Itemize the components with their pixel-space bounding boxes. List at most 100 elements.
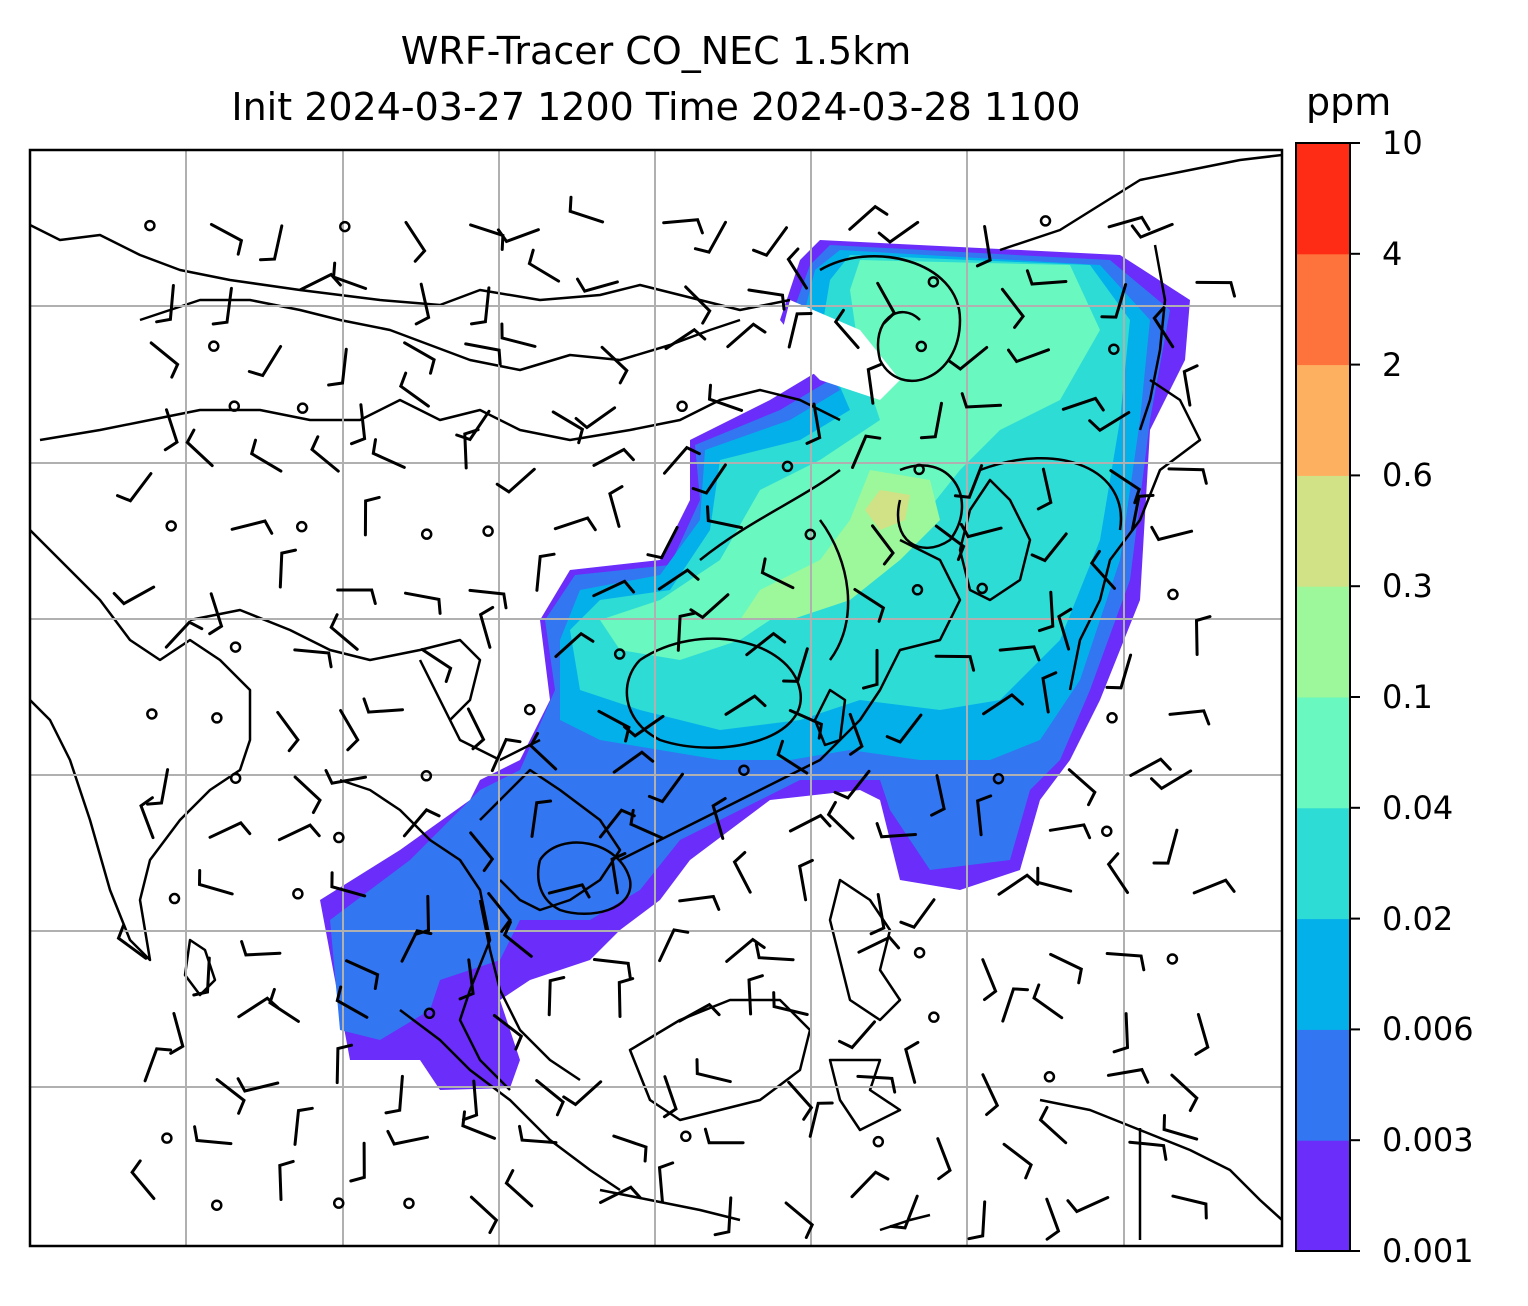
wind-barb (997, 873, 1040, 896)
wind-barb (1061, 396, 1105, 412)
wind-barb (335, 1043, 353, 1085)
wind-barb (310, 435, 340, 473)
wind-barb (554, 631, 595, 658)
wind-barb (163, 408, 179, 452)
wind-barb (1150, 525, 1194, 542)
wind-barb (240, 940, 282, 957)
wind-barb (711, 797, 727, 840)
calm-wind-circle (423, 1007, 436, 1020)
wind-barb (1045, 1197, 1061, 1241)
wind-barb (833, 308, 860, 349)
wind-barb (703, 1127, 745, 1145)
wind-barb (658, 928, 690, 963)
colorbar-segment (1296, 586, 1350, 698)
wind-barb (371, 438, 406, 469)
wind-barb (1030, 532, 1068, 563)
wind-barb (332, 261, 368, 290)
wind-barb (470, 286, 491, 326)
wind-barb (478, 605, 495, 649)
wind-barb (335, 985, 369, 1019)
wind-barb (403, 341, 436, 375)
colorbar-segment (1296, 918, 1350, 1030)
wind-barb (362, 697, 404, 714)
wind-barb (535, 552, 556, 592)
wind-barb (414, 282, 431, 326)
wind-barb (1025, 269, 1068, 286)
map-area (30, 150, 1282, 1246)
wind-barb (1192, 878, 1236, 895)
wind-barb (277, 823, 321, 842)
calm-wind-circle (208, 340, 220, 352)
wind-barb (547, 976, 566, 1017)
wind-barb (612, 750, 655, 774)
wind-barb (1105, 952, 1146, 972)
wind-barb (953, 464, 984, 499)
wind-barb (862, 648, 879, 690)
wind-barb (724, 694, 767, 716)
colorbar-tick-label: 0.1 (1382, 678, 1433, 716)
colorbar-segment (1296, 364, 1350, 476)
wind-barb (398, 371, 430, 408)
wind-barb (889, 1194, 919, 1230)
wind-barb (236, 1077, 280, 1093)
wind-barb (143, 1047, 173, 1083)
wind-barb (678, 894, 721, 911)
wind-barb (469, 1195, 499, 1235)
wind-barb (1170, 1073, 1199, 1112)
calm-wind-circle (992, 772, 1005, 785)
coastline-sakhalin (1138, 244, 1167, 431)
wind-barb (808, 1101, 834, 1138)
wind-barb (139, 796, 155, 840)
wind-barb (850, 1170, 890, 1199)
wind-barb (469, 831, 495, 872)
wind-barb (1130, 493, 1155, 532)
wind-barb (597, 709, 631, 743)
calm-wind-circle (229, 772, 242, 784)
wind-barb (327, 347, 348, 387)
wind-barb (904, 1040, 920, 1084)
wind-barb (116, 472, 153, 503)
calm-wind-circle (976, 582, 988, 595)
coastline-japan (1068, 378, 1202, 691)
wind-barb (1036, 866, 1073, 893)
calm-wind-circle (1167, 588, 1179, 601)
contour-line (536, 841, 632, 915)
wind-barb (678, 1002, 721, 1023)
wind-barb (1129, 757, 1172, 777)
wind-barb (1038, 1105, 1068, 1145)
wind-barb (1100, 283, 1128, 319)
wind-barb (1130, 222, 1174, 239)
wind-barb (592, 447, 635, 467)
calm-wind-circle (1108, 343, 1120, 355)
wind-barb (691, 463, 727, 495)
wind-barb (629, 808, 664, 840)
coastline-philippines (828, 878, 902, 1022)
wind-barb (1002, 1142, 1033, 1180)
coastline-sumatra (399, 1009, 621, 1192)
wind-barb (617, 977, 635, 1018)
calm-wind-circle (911, 584, 924, 596)
wind-barb (455, 409, 491, 442)
wind-barb (747, 974, 764, 1016)
wind-barb (610, 852, 627, 895)
wind-barb (349, 1141, 366, 1183)
wind-barb (599, 1185, 642, 1204)
colorbar-unit-label: ppm (1306, 80, 1392, 124)
colorbar-tick-label: 0.02 (1382, 899, 1454, 938)
wind-barb (745, 631, 787, 657)
colorbar (1295, 142, 1360, 1252)
contour-lines (536, 255, 1123, 915)
wind-barb (833, 769, 871, 800)
wind-barb (268, 987, 300, 1023)
wind-barb (1167, 467, 1208, 485)
wind-barb (838, 1020, 876, 1050)
calm-wind-circle (872, 1135, 885, 1148)
wind-barb (676, 611, 696, 652)
wind-barb (1152, 828, 1179, 865)
wind-barb (259, 224, 284, 262)
colorbar-segment (1296, 253, 1350, 366)
calm-wind-circle (296, 402, 309, 414)
calm-wind-circle (915, 340, 928, 353)
wind-barb (502, 920, 533, 958)
wind-barb (1049, 952, 1083, 985)
